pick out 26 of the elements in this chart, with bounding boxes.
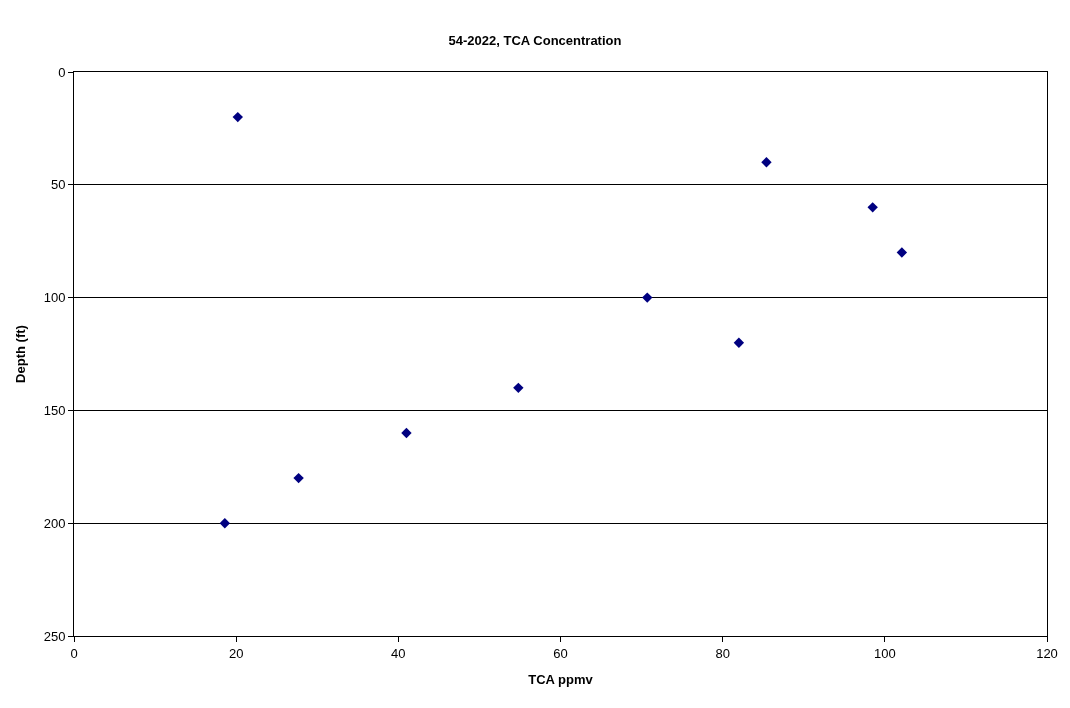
y-axis-title: Depth (ft): [12, 325, 28, 383]
point: [896, 247, 908, 258]
y-tick-label: 50: [50, 177, 66, 193]
point: [642, 292, 653, 303]
x-tick-label: 100: [873, 645, 896, 661]
point: [513, 382, 524, 394]
chart-title: 54-2022, TCA Concentration: [448, 32, 622, 48]
point: [219, 518, 231, 529]
point: [401, 427, 412, 439]
y-tick-label: 200: [43, 515, 66, 531]
x-tick-label: 80: [715, 645, 730, 661]
point: [733, 337, 745, 348]
point: [293, 472, 304, 484]
x-tick-label: 120: [1036, 645, 1058, 661]
y-tick-label: 100: [43, 290, 66, 306]
x-tick-label: 60: [553, 645, 568, 661]
x-tick-label: 0: [70, 645, 78, 661]
y-tick-label: 0: [58, 64, 66, 80]
x-axis-title: TCA ppmv: [528, 672, 594, 688]
y-tick-label: 150: [43, 402, 66, 418]
point: [867, 202, 878, 213]
point: [761, 157, 772, 168]
x-tick-label: 20: [228, 645, 244, 661]
x-tick-label: 40: [391, 645, 406, 661]
y-tick-label: 250: [43, 628, 66, 644]
point: [232, 111, 243, 123]
